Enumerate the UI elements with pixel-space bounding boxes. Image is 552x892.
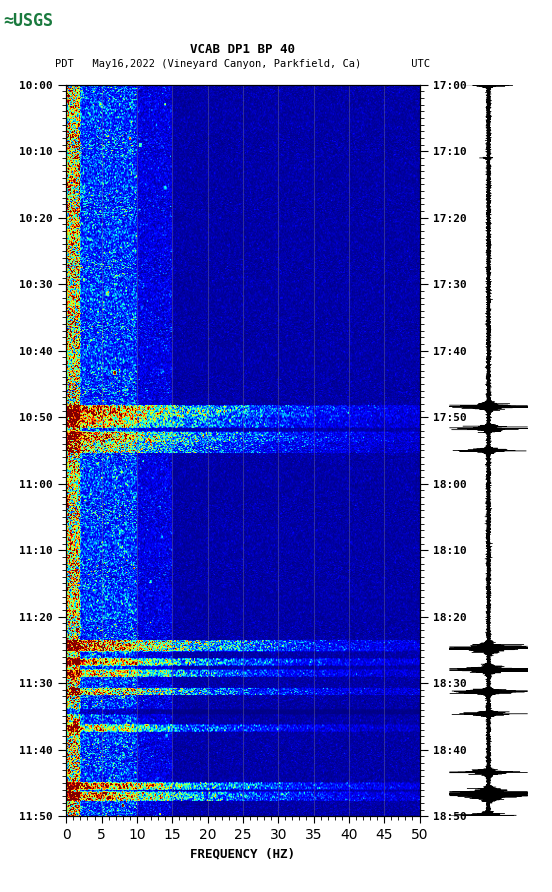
X-axis label: FREQUENCY (HZ): FREQUENCY (HZ)	[190, 847, 295, 861]
Text: PDT   May16,2022 (Vineyard Canyon, Parkfield, Ca)        UTC: PDT May16,2022 (Vineyard Canyon, Parkfie…	[55, 59, 431, 70]
Text: VCAB DP1 BP 40: VCAB DP1 BP 40	[190, 43, 295, 55]
Text: ≈USGS: ≈USGS	[3, 12, 53, 29]
